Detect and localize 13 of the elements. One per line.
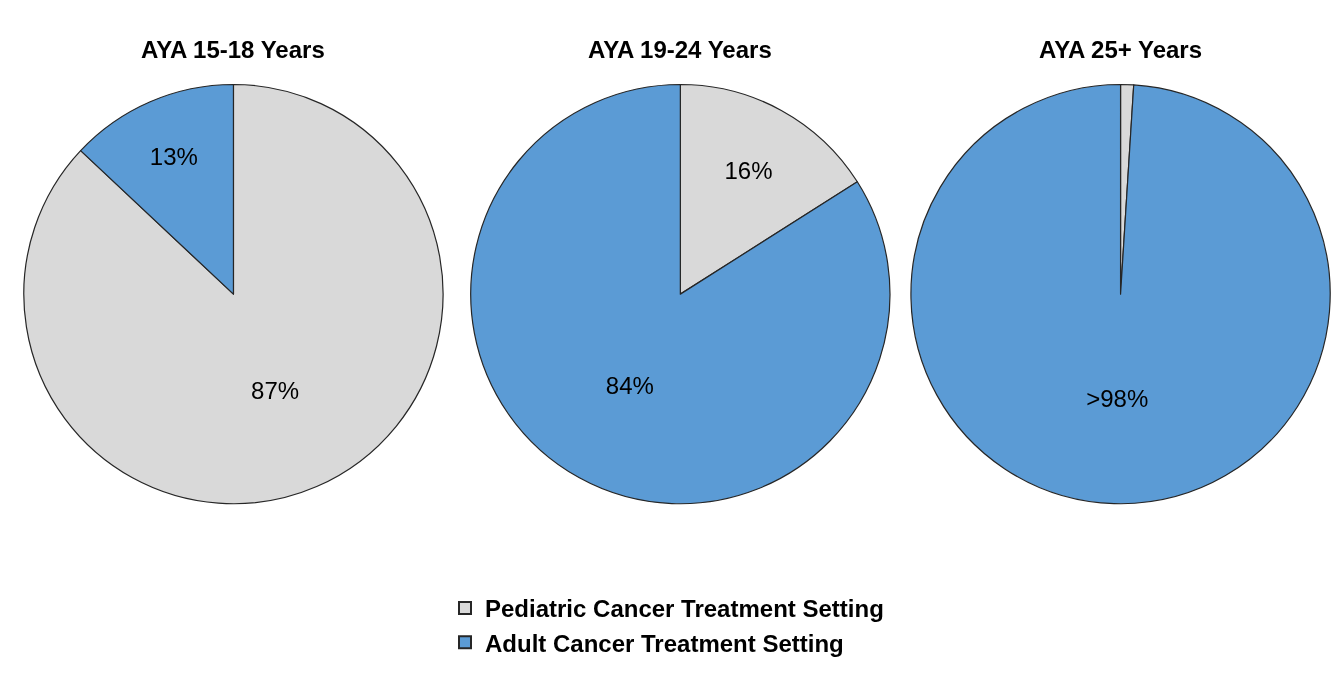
- data-label: 84%: [605, 372, 654, 400]
- data-label: 87%: [251, 376, 300, 404]
- pie-slice: [910, 83, 1331, 505]
- chart-title: AYA 25+ Years: [1039, 36, 1203, 63]
- pie-slice: [23, 83, 444, 505]
- legend-label: Pediatric Cancer Treatment Setting: [485, 595, 884, 623]
- data-label: 16%: [724, 156, 773, 184]
- chart-title: AYA 15-18 Years: [141, 36, 325, 63]
- pie-slice: [470, 83, 891, 505]
- data-label: >98%: [1086, 385, 1149, 413]
- legend-label: Adult Cancer Treatment Setting: [485, 629, 844, 657]
- data-label: 13%: [149, 142, 198, 170]
- chart-title: AYA 19-24 Years: [588, 36, 772, 63]
